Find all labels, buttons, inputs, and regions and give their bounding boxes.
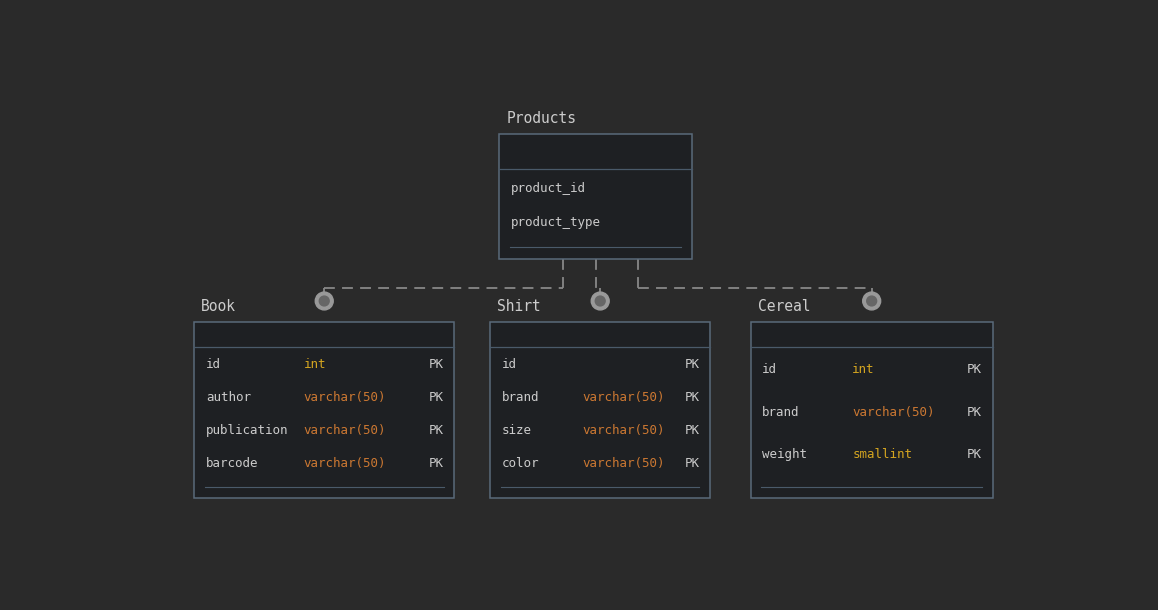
- Text: size: size: [501, 425, 532, 437]
- Text: Book: Book: [201, 299, 236, 314]
- Text: Shirt: Shirt: [498, 299, 541, 314]
- Text: author: author: [206, 392, 251, 404]
- Text: int: int: [852, 364, 874, 376]
- Text: varchar(50): varchar(50): [582, 458, 665, 470]
- FancyBboxPatch shape: [195, 322, 454, 498]
- Text: id: id: [501, 359, 516, 371]
- Text: brand: brand: [501, 392, 540, 404]
- FancyBboxPatch shape: [750, 322, 992, 498]
- Text: PK: PK: [684, 425, 699, 437]
- FancyBboxPatch shape: [499, 134, 692, 259]
- Text: varchar(50): varchar(50): [582, 392, 665, 404]
- Text: varchar(50): varchar(50): [303, 458, 386, 470]
- Text: brand: brand: [762, 406, 800, 418]
- Text: Cereal: Cereal: [757, 299, 811, 314]
- Text: id: id: [206, 359, 221, 371]
- Text: PK: PK: [428, 425, 444, 437]
- Ellipse shape: [863, 292, 881, 310]
- Ellipse shape: [595, 296, 606, 306]
- Text: PK: PK: [684, 359, 699, 371]
- Text: PK: PK: [428, 359, 444, 371]
- Text: barcode: barcode: [206, 458, 258, 470]
- Text: weight: weight: [762, 448, 807, 461]
- Text: PK: PK: [967, 448, 982, 461]
- Text: smallint: smallint: [852, 448, 913, 461]
- Text: PK: PK: [967, 406, 982, 418]
- Text: publication: publication: [206, 425, 288, 437]
- Text: PK: PK: [684, 392, 699, 404]
- Text: int: int: [303, 359, 325, 371]
- FancyBboxPatch shape: [490, 322, 710, 498]
- Text: varchar(50): varchar(50): [303, 392, 386, 404]
- Text: Products: Products: [506, 111, 577, 126]
- Text: PK: PK: [684, 458, 699, 470]
- Text: PK: PK: [428, 392, 444, 404]
- Text: varchar(50): varchar(50): [582, 425, 665, 437]
- Text: PK: PK: [967, 364, 982, 376]
- Text: varchar(50): varchar(50): [852, 406, 935, 418]
- Text: PK: PK: [428, 458, 444, 470]
- Ellipse shape: [866, 296, 877, 306]
- Ellipse shape: [315, 292, 334, 310]
- Ellipse shape: [592, 292, 609, 310]
- Text: product_type: product_type: [511, 216, 601, 229]
- Text: varchar(50): varchar(50): [303, 425, 386, 437]
- Ellipse shape: [320, 296, 329, 306]
- Text: product_id: product_id: [511, 182, 586, 195]
- Text: id: id: [762, 364, 777, 376]
- Text: color: color: [501, 458, 540, 470]
